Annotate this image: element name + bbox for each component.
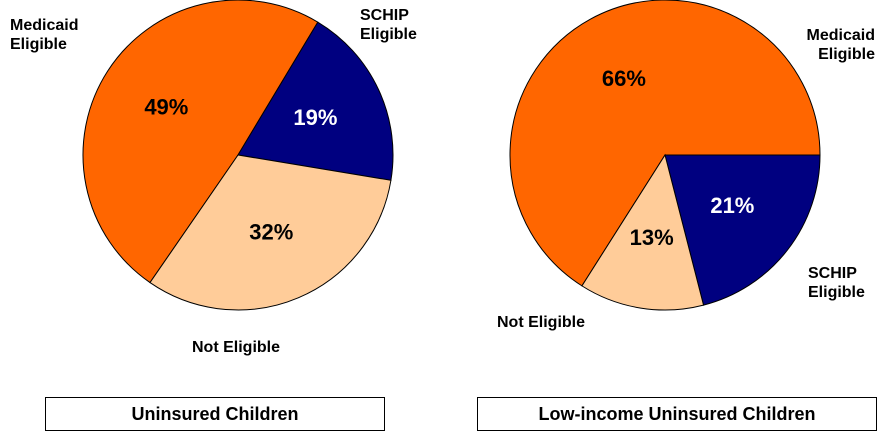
pie-slice — [82, 0, 319, 284]
category-label: SCHIP Eligible — [360, 7, 417, 43]
category-label: Medicaid Eligible — [806, 27, 875, 63]
category-label: SCHIP Eligible — [808, 265, 865, 301]
pie-slice — [509, 0, 821, 287]
category-label: Not Eligible — [497, 314, 585, 331]
value-label: 21% — [710, 193, 754, 218]
value-label: 19% — [293, 105, 337, 130]
pie-slice — [664, 154, 821, 306]
chart-title: Low-income Uninsured Children — [477, 397, 877, 431]
category-label: Not Eligible — [192, 339, 280, 356]
pie-slice — [581, 153, 705, 311]
value-label: 66% — [602, 66, 646, 91]
value-label: 32% — [249, 219, 293, 244]
value-label: 49% — [144, 95, 188, 120]
pie-slice — [149, 154, 392, 311]
value-label: 13% — [630, 225, 674, 250]
category-label: Medicaid Eligible — [10, 17, 79, 53]
chart-title: Uninsured Children — [45, 397, 385, 431]
pie-slice — [237, 21, 394, 181]
